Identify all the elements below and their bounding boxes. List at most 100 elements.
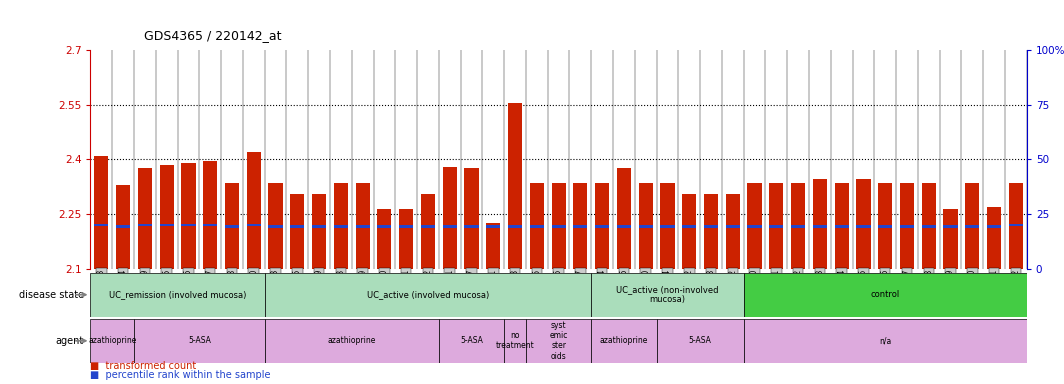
Text: GSM948586: GSM948586: [554, 269, 563, 315]
Bar: [944, 225, 958, 228]
Bar: [965, 183, 979, 269]
Bar: [312, 194, 327, 269]
Bar: [247, 152, 261, 269]
Bar: [551, 183, 566, 269]
Bar: [265, 273, 592, 317]
Bar: [355, 183, 369, 269]
Bar: [508, 225, 522, 228]
Text: GSM948589: GSM948589: [359, 269, 367, 315]
Bar: [203, 223, 217, 227]
Bar: [944, 209, 958, 269]
Text: GSM948558: GSM948558: [925, 269, 933, 315]
Bar: [508, 103, 522, 269]
Bar: [791, 225, 805, 228]
Bar: [592, 273, 744, 317]
Text: GSM948585: GSM948585: [532, 269, 542, 315]
Bar: [900, 183, 914, 269]
Bar: [421, 225, 435, 228]
Text: GSM948557: GSM948557: [902, 269, 912, 315]
Bar: [334, 183, 348, 269]
Text: GSM948566: GSM948566: [184, 269, 193, 315]
Text: azathioprine: azathioprine: [328, 336, 376, 345]
Bar: [203, 161, 217, 269]
Text: GSM948567: GSM948567: [205, 269, 215, 315]
Text: GSM948575: GSM948575: [293, 269, 302, 315]
Text: GSM948588: GSM948588: [511, 269, 519, 315]
Bar: [486, 223, 500, 269]
Text: disease state: disease state: [19, 290, 84, 300]
Text: GSM948592: GSM948592: [423, 269, 432, 315]
Text: 5-ASA: 5-ASA: [188, 336, 211, 345]
Text: GSM948569: GSM948569: [140, 269, 149, 315]
Bar: [530, 183, 544, 269]
Bar: [813, 225, 827, 228]
Bar: [268, 183, 283, 269]
Bar: [834, 183, 849, 269]
Bar: [921, 183, 936, 269]
Bar: [95, 223, 109, 227]
Bar: [617, 169, 631, 269]
Bar: [987, 225, 1001, 228]
Text: GSM948555: GSM948555: [859, 269, 868, 315]
Text: GSM948561: GSM948561: [990, 269, 999, 315]
Bar: [116, 185, 130, 269]
Bar: [438, 319, 504, 363]
Bar: [290, 194, 304, 269]
Text: GSM948584: GSM948584: [663, 269, 672, 315]
Text: GSM948550: GSM948550: [750, 269, 759, 315]
Bar: [900, 225, 914, 228]
Bar: [921, 225, 936, 228]
Text: azathioprine: azathioprine: [600, 336, 648, 345]
Bar: [813, 179, 827, 269]
Bar: [268, 225, 283, 228]
Bar: [857, 179, 870, 269]
Bar: [704, 194, 718, 269]
Text: GSM948571: GSM948571: [445, 269, 454, 315]
Text: GSM948582: GSM948582: [728, 269, 737, 315]
Text: GSM948551: GSM948551: [771, 269, 781, 315]
Text: GSM948572: GSM948572: [685, 269, 694, 315]
Bar: [399, 209, 413, 269]
Text: UC_active (involved mucosa): UC_active (involved mucosa): [367, 290, 489, 299]
Text: GSM948556: GSM948556: [881, 269, 890, 315]
Bar: [595, 225, 610, 228]
Bar: [791, 183, 805, 269]
Bar: [421, 194, 435, 269]
Bar: [160, 165, 173, 269]
Bar: [290, 225, 304, 228]
Text: GSM948578: GSM948578: [706, 269, 715, 315]
Text: UC_active (non-involved
mucosa): UC_active (non-involved mucosa): [616, 285, 718, 305]
Bar: [682, 194, 696, 269]
Bar: [748, 225, 762, 228]
Bar: [225, 183, 239, 269]
Text: syst
emic
ster
oids: syst emic ster oids: [549, 321, 568, 361]
Bar: [225, 225, 239, 228]
Bar: [744, 319, 1027, 363]
Bar: [530, 225, 544, 228]
Bar: [987, 207, 1001, 269]
Bar: [399, 225, 413, 228]
Text: 5-ASA: 5-ASA: [688, 336, 712, 345]
Bar: [592, 319, 656, 363]
Bar: [312, 225, 327, 228]
Text: GSM948590: GSM948590: [380, 269, 389, 315]
Bar: [138, 169, 152, 269]
Bar: [504, 319, 526, 363]
Bar: [464, 225, 479, 228]
Bar: [726, 194, 739, 269]
Bar: [355, 225, 369, 228]
Text: GSM948568: GSM948568: [228, 269, 236, 315]
Bar: [573, 225, 587, 228]
Bar: [265, 319, 438, 363]
Bar: [748, 183, 762, 269]
Bar: [878, 183, 893, 269]
Bar: [134, 319, 265, 363]
Bar: [90, 273, 265, 317]
Text: n/a: n/a: [879, 336, 892, 345]
Bar: [661, 225, 675, 228]
Bar: [116, 225, 130, 228]
Text: GSM948573: GSM948573: [271, 269, 280, 315]
Bar: [769, 225, 783, 228]
Bar: [526, 319, 592, 363]
Text: azathioprine: azathioprine: [88, 336, 136, 345]
